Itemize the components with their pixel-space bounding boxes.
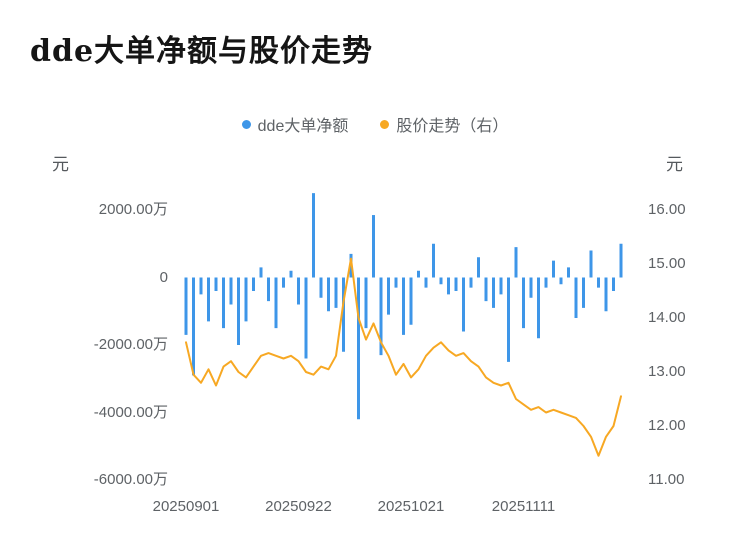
net-amount-bar[interactable] xyxy=(574,277,578,319)
net-amount-bar[interactable] xyxy=(364,277,368,329)
net-amount-bar[interactable] xyxy=(289,270,293,278)
net-amount-bar[interactable] xyxy=(282,277,285,288)
net-amount-bar[interactable] xyxy=(424,277,428,288)
right-axis-tick: 12.00 xyxy=(648,417,686,434)
left-axis-tick: -2000.00万 xyxy=(93,336,168,353)
net-amount-bar[interactable] xyxy=(454,277,458,292)
legend-item-dde-net[interactable]: dde大单净额 xyxy=(241,112,349,136)
right-axis-tick: 11.00 xyxy=(648,471,685,488)
net-amount-bar[interactable] xyxy=(372,215,375,278)
net-amount-bar[interactable] xyxy=(582,277,585,308)
legend-item-price-trend[interactable]: 股价走势（右） xyxy=(380,112,508,136)
net-amount-bar[interactable] xyxy=(484,277,488,302)
net-amount-bar[interactable] xyxy=(522,277,525,329)
net-amount-bar[interactable] xyxy=(327,277,330,312)
net-amount-bar[interactable] xyxy=(387,277,390,315)
net-amount-bar[interactable] xyxy=(207,277,210,322)
net-amount-bar[interactable] xyxy=(432,243,435,278)
net-amount-bar[interactable] xyxy=(222,277,225,329)
page-title: dde大单净额与股价走势 xyxy=(30,34,374,69)
net-amount-bar[interactable] xyxy=(214,277,218,292)
net-amount-bar[interactable] xyxy=(477,257,480,278)
net-amount-bar[interactable] xyxy=(357,277,360,420)
right-axis-tick: 15.00 xyxy=(648,255,686,272)
legend: dde大单净额 股价走势（右） xyxy=(0,112,750,136)
net-amount-bar[interactable] xyxy=(462,277,465,332)
net-amount-bar[interactable] xyxy=(544,277,548,288)
net-amount-bar[interactable] xyxy=(567,267,570,278)
net-amount-bar[interactable] xyxy=(319,277,323,298)
price-trend-line[interactable] xyxy=(185,257,622,457)
net-amount-bar[interactable] xyxy=(619,243,623,278)
right-axis-tick: 14.00 xyxy=(648,309,686,326)
net-amount-bar[interactable] xyxy=(597,277,600,288)
net-amount-bar[interactable] xyxy=(267,277,270,302)
x-axis-tick: 20250922 xyxy=(265,498,332,515)
right-axis-tick: 16.00 xyxy=(648,201,686,218)
legend-dot-orange-icon xyxy=(380,119,390,129)
left-axis-tick: -6000.00万 xyxy=(93,471,168,488)
net-amount-bar[interactable] xyxy=(469,277,473,288)
net-amount-bar[interactable] xyxy=(304,277,308,359)
x-axis-tick: 20251111 xyxy=(491,498,556,515)
net-amount-bar[interactable] xyxy=(259,267,263,278)
net-amount-bar[interactable] xyxy=(312,193,315,278)
net-amount-bar[interactable] xyxy=(612,277,615,292)
net-amount-bar[interactable] xyxy=(589,250,593,278)
net-amount-bar[interactable] xyxy=(604,277,608,312)
net-amount-bar[interactable] xyxy=(537,277,540,339)
net-amount-bar[interactable] xyxy=(274,277,278,329)
net-amount-bar[interactable] xyxy=(394,277,398,288)
legend-label-dde-net: dde大单净额 xyxy=(257,118,349,135)
net-amount-bar[interactable] xyxy=(514,247,518,278)
left-axis-tick: 2000.00万 xyxy=(98,201,168,218)
net-amount-bar[interactable] xyxy=(417,270,420,278)
left-axis-unit: 元 xyxy=(52,155,69,174)
net-amount-bar[interactable] xyxy=(334,277,338,308)
net-amount-bar[interactable] xyxy=(229,277,233,305)
net-amount-bar[interactable] xyxy=(552,260,555,278)
legend-label-price-trend: 股价走势（右） xyxy=(396,118,509,135)
net-amount-bar[interactable] xyxy=(379,277,383,356)
legend-dot-blue-icon xyxy=(241,119,251,129)
net-amount-bar[interactable] xyxy=(192,277,195,376)
net-amount-bar[interactable] xyxy=(244,277,248,322)
net-amount-bar[interactable] xyxy=(409,277,413,325)
net-amount-bar[interactable] xyxy=(342,277,345,352)
x-axis-tick: 20251021 xyxy=(377,498,445,515)
left-axis-tick: -4000.00万 xyxy=(93,404,168,421)
net-amount-bar[interactable] xyxy=(402,277,405,335)
net-amount-bar[interactable] xyxy=(492,277,495,308)
net-amount-bar[interactable] xyxy=(507,277,510,362)
net-amount-bar[interactable] xyxy=(529,277,533,298)
net-amount-bar[interactable] xyxy=(499,277,503,295)
right-axis-unit: 元 xyxy=(666,155,683,174)
x-axis-tick: 20250901 xyxy=(152,498,220,515)
net-amount-bar[interactable] xyxy=(559,277,563,285)
net-amount-bar[interactable] xyxy=(297,277,300,305)
net-amount-bar[interactable] xyxy=(237,277,240,346)
right-axis-tick: 13.00 xyxy=(648,363,686,380)
net-amount-bar[interactable] xyxy=(439,277,443,285)
net-amount-bar[interactable] xyxy=(252,277,255,292)
net-amount-bar[interactable] xyxy=(447,277,450,295)
net-amount-bar[interactable] xyxy=(184,277,188,335)
left-axis-tick: 0 xyxy=(159,269,168,286)
net-amount-bar[interactable] xyxy=(199,277,203,295)
